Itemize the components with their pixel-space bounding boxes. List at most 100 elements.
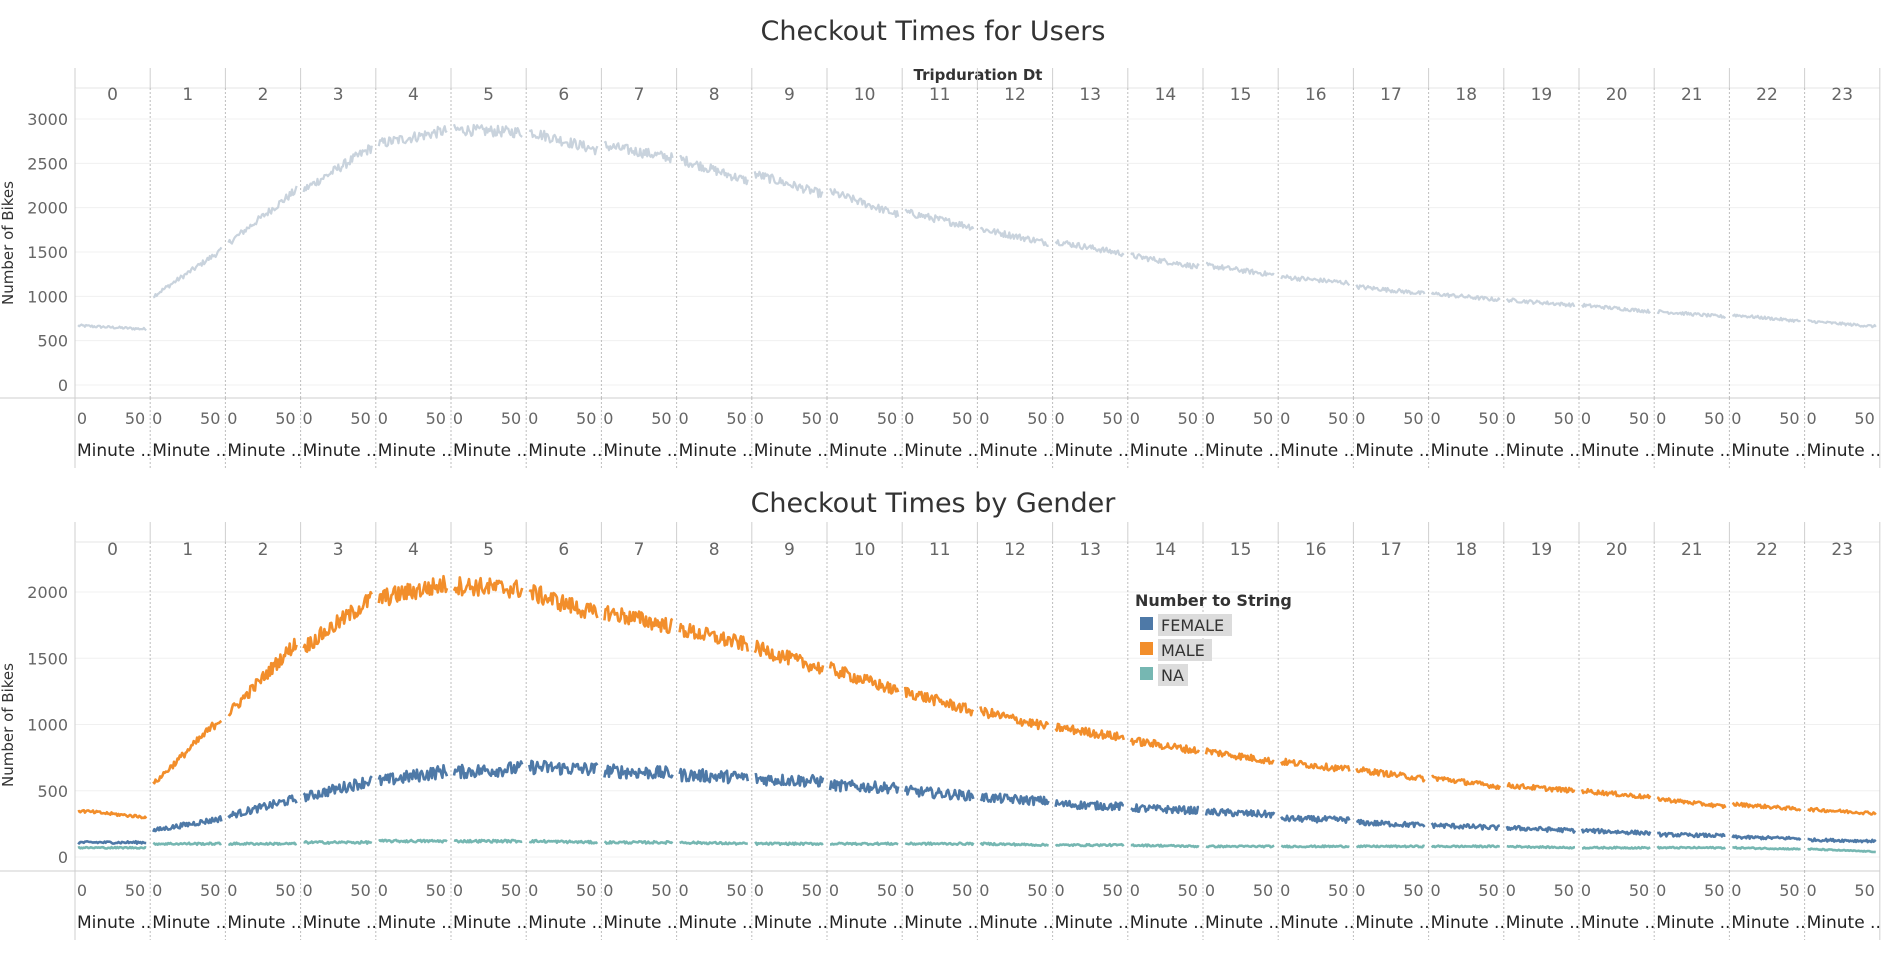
x-tick-label: 0 [1807,409,1817,428]
legend-item-female[interactable]: FEMALE [1140,614,1232,636]
series-line [77,323,147,332]
hour-header-label: 5 [483,540,494,560]
series-line-male [1506,782,1576,794]
series-line-female [152,815,223,833]
series-lines-gender [77,574,1877,854]
series-line-male [1204,747,1275,765]
y-axis-title-users: Number of Bikes [0,181,17,305]
hour-header-label: 3 [333,540,344,560]
x-tick-label: 0 [1731,881,1741,900]
series-line [1355,284,1426,296]
x-tick-label: 50 [275,881,295,900]
hour-header-label: 15 [1230,85,1252,105]
hour-header-label: 23 [1831,540,1853,560]
x-axis-field-label: Minute .. [528,913,602,933]
hour-header-label: 19 [1531,540,1553,560]
x-tick-label: 50 [350,881,370,900]
x-tick-label: 50 [1178,881,1198,900]
x-tick-label: 0 [152,881,162,900]
x-axis-field-label: Minute .. [1130,913,1204,933]
x-tick-label: 0 [453,409,463,428]
series-line-na [1130,843,1200,849]
x-axis-field-label: Minute .. [679,441,753,461]
legend-item-male[interactable]: MALE [1140,639,1212,661]
x-tick-label: 0 [904,881,914,900]
series-line [829,187,900,218]
x-axis-field-label: Minute .. [1807,913,1881,933]
series-line-female [302,775,373,803]
legend-highlight-na [1158,664,1188,686]
series-line-na [829,841,899,847]
series-line-male [603,605,674,635]
y-tick-label: 1000 [27,716,68,735]
legend-highlight-female [1158,614,1232,636]
x-tick-label: 0 [979,409,989,428]
chart-title-gender: Checkout Times by Gender [751,488,1117,519]
x-tick-label: 50 [1478,409,1498,428]
panel-frame-users [0,68,1881,468]
series-line-na [1506,844,1576,850]
x-tick-label: 50 [1779,881,1799,900]
x-tick-label: 50 [1102,881,1122,900]
hour-header-label: 22 [1756,540,1778,560]
chart-title-users: Checkout Times for Users [761,16,1106,47]
series-line-male [1355,766,1426,783]
x-axis-field-label: Minute .. [1355,913,1429,933]
chart-checkout-times-users: Checkout Times for Users Tripduration Dt… [0,16,1881,468]
x-tick-label: 0 [1355,409,1365,428]
hour-header-label: 14 [1155,540,1177,560]
x-tick-label: 50 [125,881,145,900]
series-line-na [303,840,373,845]
x-tick-label: 50 [426,409,446,428]
hour-header-label: 0 [107,85,118,105]
hour-header-label: 7 [634,540,645,560]
series-line-female [754,772,825,788]
x-tick-label: 0 [1205,409,1215,428]
series-line [227,185,298,245]
x-axis-field-label: Minute .. [378,913,452,933]
series-line-na [1054,842,1125,848]
x-tick-label: 0 [378,881,388,900]
y-tick-label: 500 [37,782,68,801]
legend-item-na[interactable]: NA [1140,664,1188,686]
series-line [452,123,523,139]
x-axis-field-label: Minute .. [1280,913,1354,933]
x-tick-label: 0 [1581,881,1591,900]
x-axis-field-label: Minute .. [829,441,903,461]
hour-header-label: 9 [784,85,795,105]
series-line-female [1807,837,1877,844]
x-tick-label: 50 [501,409,521,428]
hour-header-label: 6 [558,540,569,560]
hour-header-label: 4 [408,85,419,105]
series-line [1807,319,1877,329]
x-tick-label: 50 [952,881,972,900]
y-tick-label: 2000 [27,199,68,218]
series-line-female [1580,827,1652,836]
y-tick-label: 3000 [27,110,68,129]
series-line-male [1431,774,1502,790]
x-tick-label: 50 [1554,409,1574,428]
x-tick-label: 50 [726,409,746,428]
x-tick-label: 0 [1055,881,1065,900]
x-axis-field-label: Minute .. [979,441,1053,461]
x-tick-label: 0 [1431,881,1441,900]
x-axis-field-label: Minute .. [152,913,226,933]
hour-header-label: 4 [408,540,419,560]
hour-header-label: 13 [1079,85,1101,105]
x-tick-label: 0 [528,409,538,428]
series-line [1656,309,1727,319]
hour-header-label: 1 [182,85,193,105]
series-line [979,226,1049,247]
series-line-female [452,760,524,780]
hour-header-label: 10 [854,540,876,560]
series-line-female [828,779,900,795]
hour-header-label: 15 [1230,540,1252,560]
series-line-na [754,841,824,847]
series-line [904,208,975,231]
series-line-male [1054,722,1126,742]
x-axis-field-label: Minute .. [303,913,377,933]
x-axis-field-label: Minute .. [904,441,978,461]
x-axis-field-label: Minute .. [1581,441,1655,461]
series-line [1731,313,1801,323]
series-line [302,144,373,193]
